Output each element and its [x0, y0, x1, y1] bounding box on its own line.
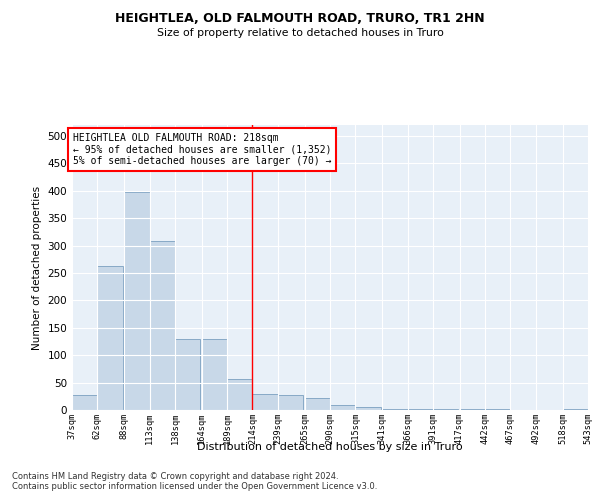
Bar [202, 339, 227, 410]
Text: Size of property relative to detached houses in Truro: Size of property relative to detached ho… [157, 28, 443, 38]
Bar [124, 192, 149, 410]
Text: Distribution of detached houses by size in Truro: Distribution of detached houses by size … [197, 442, 463, 452]
Bar [72, 394, 97, 410]
Text: HEIGHTLEA, OLD FALMOUTH ROAD, TRURO, TR1 2HN: HEIGHTLEA, OLD FALMOUTH ROAD, TRURO, TR1… [115, 12, 485, 26]
Bar [355, 408, 381, 410]
Bar [97, 266, 123, 410]
Y-axis label: Number of detached properties: Number of detached properties [32, 186, 42, 350]
Text: HEIGHTLEA OLD FALMOUTH ROAD: 218sqm
← 95% of detached houses are smaller (1,352): HEIGHTLEA OLD FALMOUTH ROAD: 218sqm ← 95… [73, 133, 332, 166]
Text: Contains HM Land Registry data © Crown copyright and database right 2024.: Contains HM Land Registry data © Crown c… [12, 472, 338, 481]
Bar [175, 339, 200, 410]
Bar [227, 379, 253, 410]
Bar [253, 394, 278, 410]
Text: Contains public sector information licensed under the Open Government Licence v3: Contains public sector information licen… [12, 482, 377, 491]
Bar [305, 398, 330, 410]
Bar [382, 409, 407, 410]
Bar [149, 241, 175, 410]
Bar [278, 394, 304, 410]
Bar [330, 404, 355, 410]
